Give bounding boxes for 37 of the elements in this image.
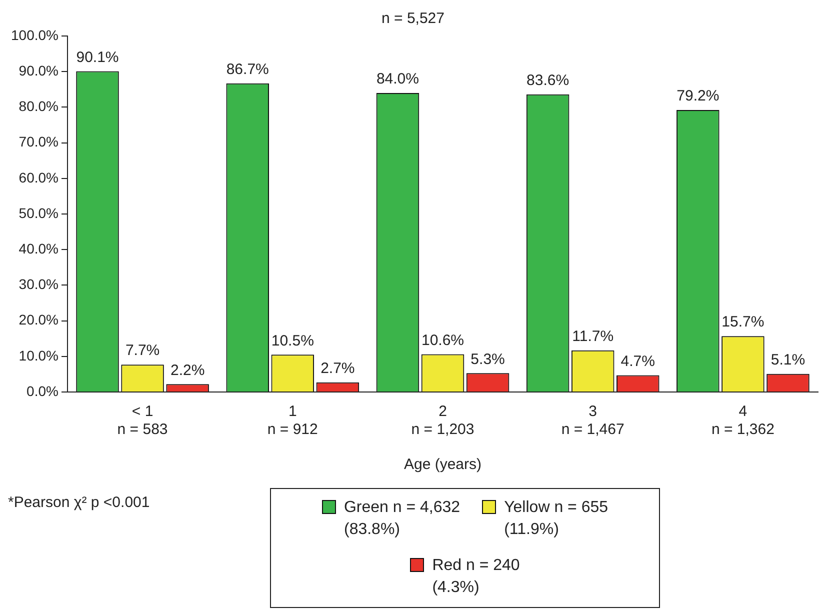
x-tick-label: < 1 n = 583 [117, 403, 168, 438]
data-label: 83.6% [526, 72, 570, 90]
y-tick-label: 40.0% [18, 240, 58, 256]
legend-label: Yellow n = 655 (11.9%) [504, 498, 608, 540]
data-label: 2.2% [170, 362, 205, 379]
data-label: 10.6% [421, 332, 464, 349]
data-label: 10.5% [271, 332, 314, 350]
x-tick-label: 1 n = 912 [267, 403, 318, 438]
y-tick-label: 60.0% [18, 169, 58, 186]
data-label: 84.0% [376, 70, 419, 88]
data-label: 15.7% [722, 314, 764, 331]
chart-title: n = 5,527 [382, 10, 444, 28]
data-label: 5.1% [770, 351, 806, 368]
data-label: 4.7% [620, 352, 655, 370]
x-axis-title: Age (years) [404, 456, 482, 474]
y-tick-label: 10.0% [18, 347, 58, 364]
legend-label: Green n = 4,632 (83.8%) [344, 498, 460, 540]
y-tick-label: 30.0% [18, 276, 58, 292]
data-label: 5.3% [470, 350, 505, 368]
x-tick-label: 3 n = 1,467 [561, 403, 624, 438]
data-label: 2.7% [320, 360, 355, 378]
y-tick-label: 0.0% [26, 382, 58, 399]
data-label: 7.7% [125, 342, 160, 360]
y-tick-label: 20.0% [18, 312, 58, 328]
y-tick-label: 50.0% [18, 204, 58, 221]
data-label: 90.1% [76, 48, 119, 66]
y-tick-label: 90.0% [18, 62, 58, 78]
y-tick-label: 80.0% [18, 98, 58, 114]
y-tick-label: 100.0% [11, 26, 58, 43]
y-tick-label: 70.0% [18, 134, 58, 150]
data-label: 86.7% [226, 60, 269, 78]
x-tick-label: 2 n = 1,203 [411, 403, 474, 438]
text: *Pearson χ² p <0.001 [8, 494, 151, 511]
data-label: 79.2% [676, 88, 720, 105]
x-tick-label: 4 n = 1,362 [711, 403, 774, 438]
data-label: 11.7% [572, 328, 614, 345]
legend-label: Red n = 240 (4.3%) [432, 556, 520, 598]
